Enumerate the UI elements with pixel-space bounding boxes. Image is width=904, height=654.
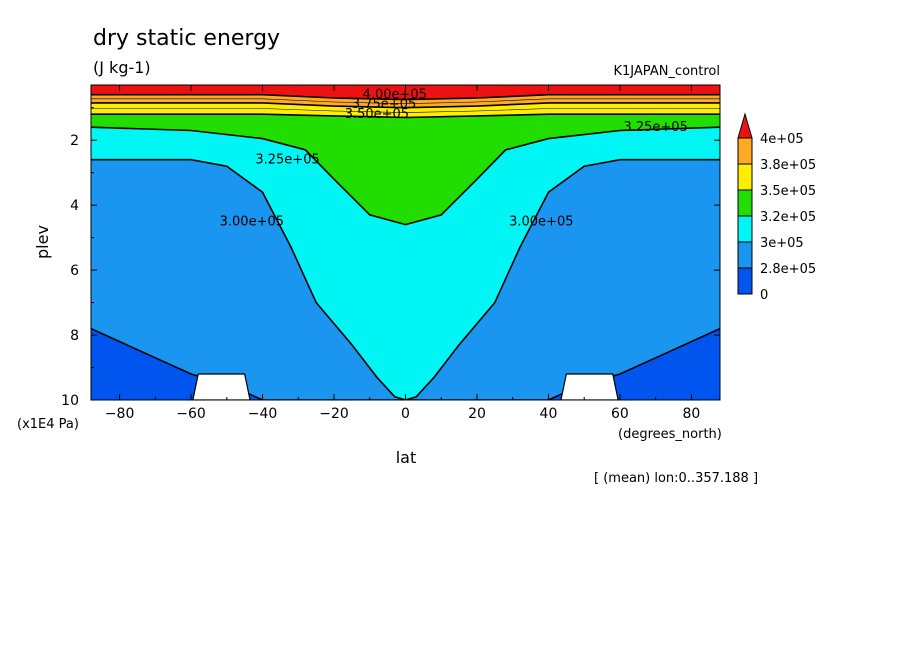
band-fill [91,328,720,400]
chart-title: dry static energy [93,26,280,51]
x-tick-label: 40 [540,406,558,422]
contour-line [91,327,720,400]
colorbar-segment [737,163,753,191]
x-tick-label: −80 [105,406,135,422]
contour-line [91,158,720,400]
contour-line-minor [91,108,720,113]
x-tick-label: −60 [176,406,206,422]
y-tick-label: 4 [70,198,79,214]
colorbar-label: 4e+05 [760,132,804,147]
contour-label: 3.75e+05 [352,97,416,112]
contour-label: 4.00e+05 [363,88,427,103]
y-axis-label: plev [33,225,52,259]
contour-label: 3.25e+05 [255,153,319,168]
contour-line [91,102,720,109]
x-tick-label: 0 [401,406,410,422]
colorbar-label: 0 [760,288,768,303]
colorbar-segment [737,215,753,243]
contour-fills [91,85,720,400]
colorbar-arrow [737,112,753,139]
x-tick-label: 20 [468,406,486,422]
contour-line [91,93,720,101]
colorbar-label: 3.2e+05 [760,210,816,225]
contour-label: 3.00e+05 [509,214,573,229]
contour-lines [91,93,720,400]
y-axis-ticks: 2 4 6 8 10 [61,107,720,409]
contour-line [91,126,720,226]
x-tick-label: −20 [319,406,349,422]
experiment-label: K1JAPAN_control [614,64,720,79]
chart-units: (J kg-1) [93,58,151,77]
colorbar-segment [737,137,753,165]
x-tick-label: −40 [248,406,278,422]
y-tick-label: 8 [70,328,79,344]
colorbar-segment [737,241,753,269]
y-tick-label: 10 [61,393,79,409]
y-tick-label: 6 [70,263,79,279]
colorbar-label: 3.5e+05 [760,184,816,199]
missing-region [560,373,619,400]
colorbar-label: 3e+05 [760,236,804,251]
contour-label: 3.50e+05 [345,107,409,122]
colorbar-segment [737,267,753,295]
y-axis-units: (x1E4 Pa) [17,417,79,432]
x-axis-units: (degrees_north) [618,427,722,442]
footnote: [ (mean) lon:0..357.188 ] [594,471,758,486]
x-axis-ticks: −80 −60 −40 −20 0 20 40 60 80 [105,85,700,422]
colorbar-label: 3.8e+05 [760,158,816,173]
band-fill [91,159,720,400]
contour-line [91,113,720,119]
missing-region [192,373,251,400]
contour-line-minor [91,98,720,105]
colorbar-segment [737,189,753,217]
colorbar-label: 2.8e+05 [760,262,816,277]
contour-label: 3.00e+05 [220,214,284,229]
contour-labels: 4.00e+053.75e+053.50e+05 3.25e+05 3.25e+05… [220,88,688,230]
x-tick-label: 60 [611,406,629,422]
contour-label: 3.25e+05 [623,120,687,135]
x-axis-label: lat [396,448,417,467]
x-tick-label: 80 [682,406,700,422]
colorbar: 4e+05 3.8e+05 3.5e+05 3.2e+05 3e+05 2.8e+05 0 [737,112,816,303]
y-tick-label: 2 [70,133,79,149]
plot-area: 4.00e+053.75e+053.50e+05 3.25e+05 3.25e+05… [61,84,721,422]
